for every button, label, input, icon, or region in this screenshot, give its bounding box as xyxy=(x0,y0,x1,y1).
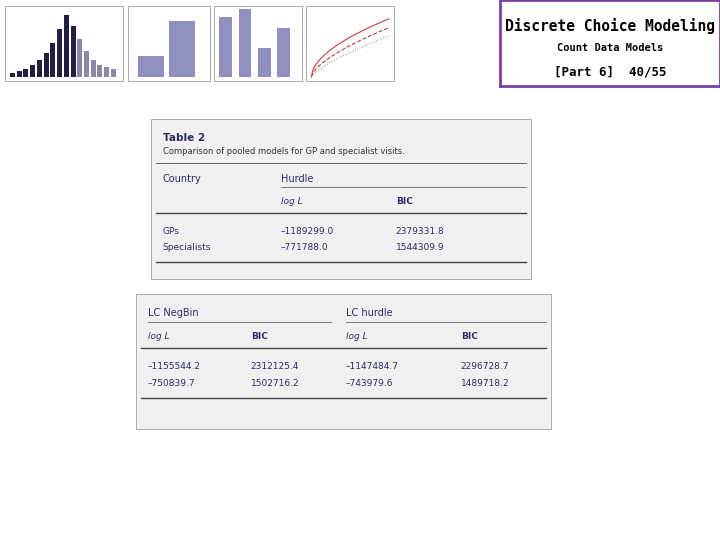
Text: 1489718.2: 1489718.2 xyxy=(461,379,510,388)
Text: 1544309.9: 1544309.9 xyxy=(396,243,444,252)
Bar xyxy=(97,65,102,77)
Text: Discrete Choice Modeling: Discrete Choice Modeling xyxy=(505,18,715,34)
Bar xyxy=(111,69,116,77)
Text: GPs: GPs xyxy=(163,227,180,236)
Bar xyxy=(138,56,164,77)
Text: Specialists: Specialists xyxy=(163,243,211,252)
Bar xyxy=(30,65,35,77)
Text: log L: log L xyxy=(281,197,302,206)
Text: BIC: BIC xyxy=(251,332,268,341)
Bar xyxy=(169,21,195,77)
Bar xyxy=(277,28,290,77)
Text: Count Data Models: Count Data Models xyxy=(557,43,663,53)
Text: Hurdle: Hurdle xyxy=(281,174,313,184)
Bar xyxy=(10,73,15,77)
Text: BIC: BIC xyxy=(461,332,477,341)
Text: –743979.6: –743979.6 xyxy=(346,379,393,388)
Text: 2312125.4: 2312125.4 xyxy=(251,362,300,371)
Bar xyxy=(24,69,29,77)
Text: BIC: BIC xyxy=(396,197,413,206)
Bar xyxy=(84,51,89,77)
Bar xyxy=(238,9,251,77)
Text: –750839.7: –750839.7 xyxy=(148,379,195,388)
Text: Country: Country xyxy=(163,174,202,184)
Bar xyxy=(258,48,271,77)
Text: –1147484.7: –1147484.7 xyxy=(346,362,399,371)
Text: LC NegBin: LC NegBin xyxy=(148,308,199,318)
Text: 2379331.8: 2379331.8 xyxy=(396,227,444,236)
Text: –1155544.2: –1155544.2 xyxy=(148,362,201,371)
Text: 2296728.7: 2296728.7 xyxy=(461,362,509,371)
Text: Table 2: Table 2 xyxy=(163,133,205,143)
Text: 1502716.2: 1502716.2 xyxy=(251,379,300,388)
Bar xyxy=(104,68,109,77)
Bar xyxy=(17,71,22,77)
Bar xyxy=(57,29,62,77)
Bar xyxy=(77,39,82,77)
Text: –1189299.0: –1189299.0 xyxy=(281,227,334,236)
Bar xyxy=(71,26,76,77)
Bar xyxy=(50,43,55,77)
Bar xyxy=(219,17,232,77)
Bar xyxy=(214,6,302,81)
Text: LC hurdle: LC hurdle xyxy=(346,308,392,318)
Text: log L: log L xyxy=(148,332,169,341)
Bar xyxy=(151,119,531,279)
Bar xyxy=(64,16,69,77)
Bar xyxy=(5,6,122,81)
Text: Comparison of pooled models for GP and specialist visits.: Comparison of pooled models for GP and s… xyxy=(163,147,405,156)
Text: [Part 6]  40/55: [Part 6] 40/55 xyxy=(554,65,667,78)
Bar xyxy=(306,6,394,81)
Text: log L: log L xyxy=(346,332,367,341)
Bar xyxy=(44,53,49,77)
Bar xyxy=(37,60,42,77)
Bar xyxy=(91,60,96,77)
Text: –771788.0: –771788.0 xyxy=(281,243,328,252)
Bar xyxy=(127,6,210,81)
Bar xyxy=(136,294,551,429)
